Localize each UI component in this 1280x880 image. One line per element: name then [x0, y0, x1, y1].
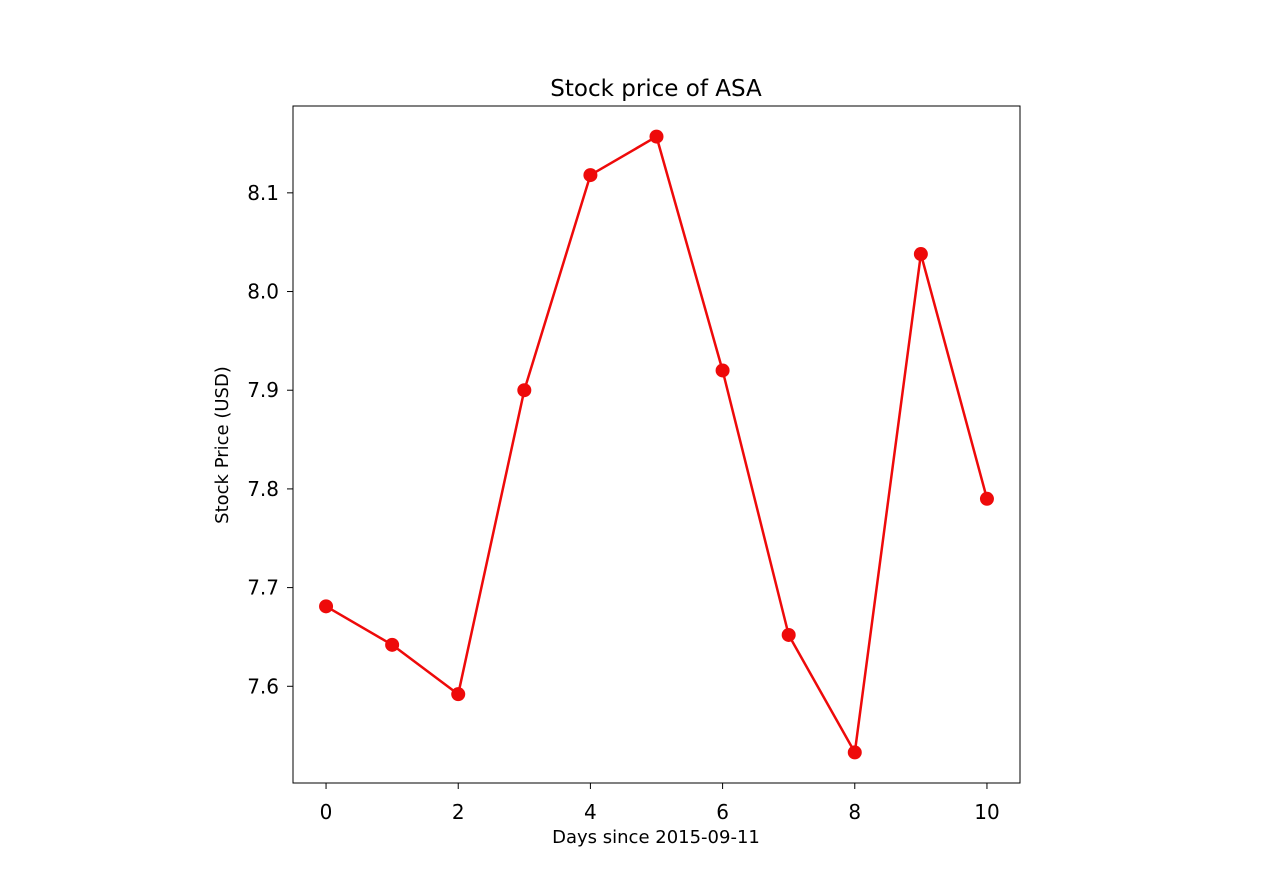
plot-area — [292, 105, 1021, 784]
y-axis-label: Stock Price (USD) — [212, 366, 233, 524]
data-point — [781, 627, 796, 642]
data-point — [451, 687, 466, 702]
y-tick-label: 8.0 — [247, 280, 279, 304]
x-tick-label: 0 — [320, 800, 333, 824]
data-point — [583, 168, 598, 183]
data-point — [979, 491, 994, 506]
data-point — [715, 363, 730, 378]
x-tick-label: 6 — [716, 800, 729, 824]
series-line — [325, 135, 989, 754]
y-tick-label: 7.7 — [247, 576, 279, 600]
y-tick-label: 7.8 — [247, 477, 279, 501]
data-point — [385, 637, 400, 652]
y-axis-ticks: 7.6 7.7 7.8 7.9 8.0 8.1 — [247, 181, 293, 698]
x-tick-label: 10 — [974, 800, 999, 824]
x-tick-label: 4 — [584, 800, 597, 824]
x-axis-label: Days since 2015-09-11 — [552, 827, 760, 848]
y-tick-label: 7.9 — [247, 378, 279, 402]
series-markers — [319, 129, 994, 760]
data-point — [847, 745, 862, 760]
x-tick-label: 8 — [848, 800, 861, 824]
data-point — [913, 247, 928, 262]
y-tick-label: 7.6 — [247, 674, 279, 698]
y-tick-label: 8.1 — [247, 181, 279, 205]
x-tick-label: 2 — [452, 800, 465, 824]
x-axis-ticks: 0 2 4 6 8 10 — [320, 783, 1000, 824]
data-point — [319, 599, 334, 614]
chart-title: Stock price of ASA — [550, 76, 762, 102]
data-point — [649, 129, 664, 144]
data-point — [517, 383, 532, 398]
